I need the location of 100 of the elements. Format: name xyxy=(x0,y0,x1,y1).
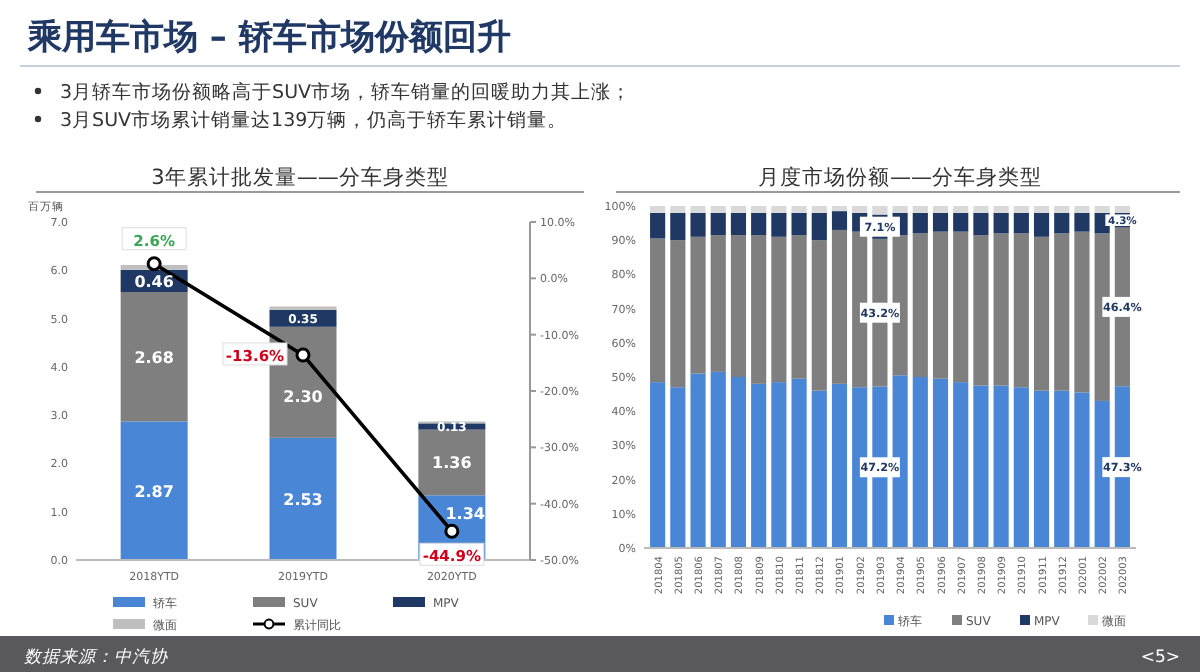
bar xyxy=(973,212,989,236)
data-label: 2.53 xyxy=(283,490,323,509)
bar xyxy=(1033,212,1050,237)
bar xyxy=(912,233,928,377)
bar xyxy=(791,206,807,213)
bar xyxy=(831,206,848,212)
bar xyxy=(751,212,767,236)
bar xyxy=(1013,387,1029,548)
bar xyxy=(1074,206,1090,213)
bar xyxy=(730,206,747,213)
bar xyxy=(811,240,827,391)
bar xyxy=(710,235,726,372)
bar xyxy=(993,233,1009,386)
bar xyxy=(1074,212,1090,232)
bar xyxy=(1074,231,1090,393)
bar xyxy=(811,206,827,213)
bar xyxy=(973,385,989,548)
bar xyxy=(953,206,969,213)
bar xyxy=(912,212,928,234)
chart-title: 月度市场份额——分车身类型 xyxy=(758,164,1042,190)
bar xyxy=(710,206,726,213)
bar xyxy=(751,235,767,384)
bar xyxy=(1033,236,1050,391)
bar xyxy=(852,206,868,213)
bar xyxy=(751,206,767,213)
data-label: 0.46 xyxy=(134,272,175,291)
data-label: 2.87 xyxy=(134,482,174,501)
point xyxy=(295,347,311,363)
text: 乘用车市场 – 轿车市场份额回升 xyxy=(26,18,511,58)
data-label: 2.30 xyxy=(283,388,324,407)
bar xyxy=(791,235,807,379)
bar xyxy=(730,235,747,377)
bar xyxy=(973,235,989,386)
text: 3月轿车市场份额略高于SUV市场，轿车销量的回暖助力其上涨； xyxy=(60,80,632,104)
bar xyxy=(831,383,848,548)
bar xyxy=(670,240,686,388)
text: <5> xyxy=(1140,648,1180,668)
bar xyxy=(993,206,1009,213)
bar xyxy=(1054,212,1070,234)
bar xyxy=(1074,392,1090,548)
bar xyxy=(650,206,666,213)
bar xyxy=(1054,390,1070,548)
bar xyxy=(771,382,787,548)
bar xyxy=(953,212,969,232)
point xyxy=(444,523,460,539)
bar xyxy=(771,212,787,237)
bar xyxy=(730,212,747,236)
bar xyxy=(932,206,949,213)
bar xyxy=(872,206,888,215)
bar xyxy=(690,212,706,237)
bar xyxy=(1033,206,1050,213)
bar xyxy=(1013,233,1029,388)
bar xyxy=(751,383,767,548)
bar xyxy=(932,378,949,548)
bar xyxy=(932,231,949,379)
bar xyxy=(831,229,848,384)
bar xyxy=(831,211,848,230)
bar xyxy=(892,206,908,213)
bar xyxy=(690,206,706,213)
bar xyxy=(670,206,686,213)
bar xyxy=(269,437,337,560)
bar xyxy=(1033,390,1050,548)
bar xyxy=(1054,206,1070,213)
bar xyxy=(912,377,928,548)
data-label: 1.34 xyxy=(445,505,486,524)
bar xyxy=(993,212,1009,234)
chart-title: 3年累计批发量——分车身类型 xyxy=(151,164,449,190)
source-note: 数据来源：中汽协 xyxy=(24,648,168,668)
bar xyxy=(670,387,686,548)
bar xyxy=(1013,206,1029,213)
bar xyxy=(1094,206,1110,213)
bar xyxy=(791,378,807,548)
bar xyxy=(771,236,787,383)
bar xyxy=(993,385,1009,548)
bar xyxy=(650,382,666,548)
bar xyxy=(791,212,807,236)
bar xyxy=(710,212,726,236)
bar xyxy=(690,373,706,548)
bar xyxy=(1054,233,1070,391)
bar xyxy=(670,212,686,241)
bar xyxy=(973,206,989,213)
data-label: 2.68 xyxy=(134,348,175,367)
bar xyxy=(690,236,706,374)
bar xyxy=(1013,212,1029,234)
bar xyxy=(811,390,827,548)
bar xyxy=(418,429,486,496)
text: 3月SUV市场累计销量达139万辆，仍高于轿车累计销量。 xyxy=(60,108,568,132)
bar xyxy=(710,371,726,548)
data-label: 1.36 xyxy=(432,454,473,473)
bar xyxy=(811,212,827,241)
bar xyxy=(650,212,666,239)
bar xyxy=(771,206,787,213)
bar xyxy=(120,421,188,560)
bar xyxy=(912,206,928,213)
bar xyxy=(120,292,188,422)
bar xyxy=(953,231,969,383)
point xyxy=(146,256,162,272)
bar xyxy=(953,382,969,548)
bar xyxy=(730,377,747,548)
bar xyxy=(932,212,949,232)
